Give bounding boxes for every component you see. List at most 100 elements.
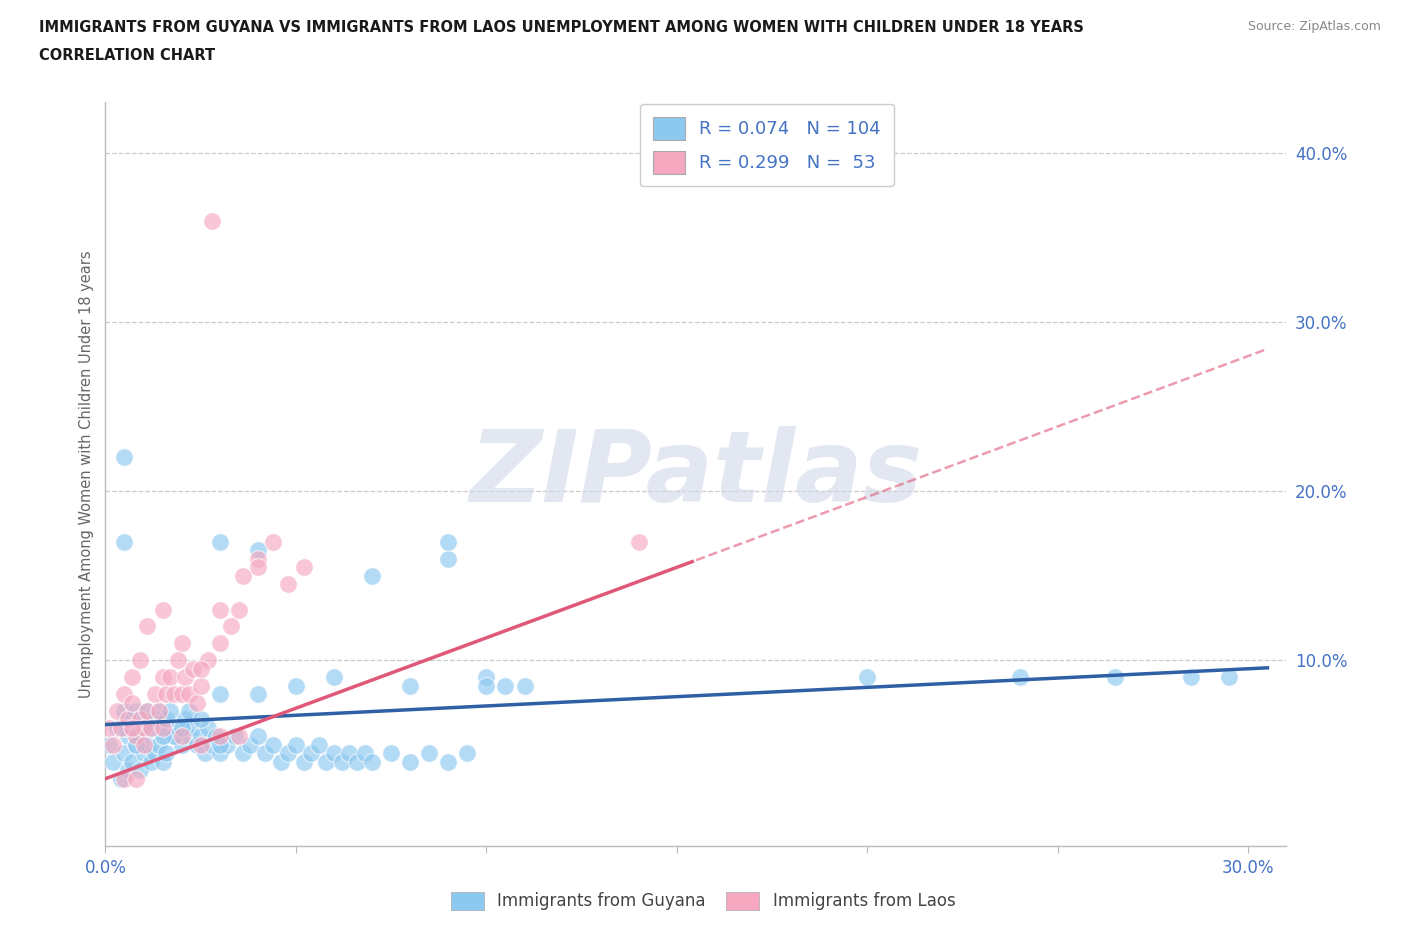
Point — [181, 721, 204, 736]
Point — [186, 695, 208, 710]
Point — [114, 721, 136, 736]
Point — [98, 721, 121, 736]
Point — [132, 721, 155, 736]
Point — [228, 729, 250, 744]
Point — [190, 712, 212, 727]
Point — [208, 737, 231, 752]
Point — [148, 704, 170, 719]
Point — [136, 737, 159, 752]
Point — [208, 686, 231, 701]
Point — [117, 712, 139, 727]
Point — [353, 746, 375, 761]
Point — [132, 721, 155, 736]
Point — [418, 746, 440, 761]
Point — [1104, 670, 1126, 684]
Point — [170, 636, 193, 651]
Point — [125, 737, 148, 752]
Point — [246, 543, 269, 558]
Point — [110, 721, 132, 736]
Point — [110, 771, 132, 786]
Point — [292, 754, 315, 769]
Point — [125, 729, 148, 744]
Point — [152, 729, 174, 744]
Point — [136, 619, 159, 634]
Legend: Immigrants from Guyana, Immigrants from Laos: Immigrants from Guyana, Immigrants from … — [444, 885, 962, 917]
Point — [152, 602, 174, 617]
Point — [277, 746, 299, 761]
Point — [361, 568, 384, 583]
Text: IMMIGRANTS FROM GUYANA VS IMMIGRANTS FROM LAOS UNEMPLOYMENT AMONG WOMEN WITH CHI: IMMIGRANTS FROM GUYANA VS IMMIGRANTS FRO… — [39, 20, 1084, 35]
Point — [166, 653, 188, 668]
Point — [262, 535, 284, 550]
Point — [232, 746, 254, 761]
Point — [254, 746, 277, 761]
Point — [495, 678, 517, 693]
Point — [190, 661, 212, 676]
Point — [114, 686, 136, 701]
Point — [197, 721, 219, 736]
Point — [155, 712, 177, 727]
Point — [208, 729, 231, 744]
Point — [475, 678, 498, 693]
Point — [179, 729, 201, 744]
Point — [284, 678, 307, 693]
Point — [224, 729, 246, 744]
Point — [101, 754, 124, 769]
Point — [170, 686, 193, 701]
Point — [121, 712, 143, 727]
Point — [136, 704, 159, 719]
Point — [323, 746, 346, 761]
Point — [208, 746, 231, 761]
Point — [437, 551, 460, 566]
Point — [141, 721, 163, 736]
Point — [246, 686, 269, 701]
Point — [399, 678, 422, 693]
Point — [1180, 670, 1202, 684]
Point — [148, 737, 170, 752]
Point — [152, 670, 174, 684]
Point — [270, 754, 292, 769]
Point — [128, 729, 150, 744]
Point — [361, 754, 384, 769]
Point — [277, 577, 299, 591]
Point — [117, 729, 139, 744]
Point — [190, 737, 212, 752]
Point — [315, 754, 337, 769]
Text: CORRELATION CHART: CORRELATION CHART — [39, 48, 215, 63]
Point — [292, 560, 315, 575]
Point — [152, 721, 174, 736]
Point — [170, 729, 193, 744]
Point — [205, 729, 228, 744]
Point — [159, 704, 181, 719]
Point — [284, 737, 307, 752]
Point — [152, 721, 174, 736]
Point — [181, 661, 204, 676]
Point — [121, 695, 143, 710]
Legend: R = 0.074   N = 104, R = 0.299   N =  53: R = 0.074 N = 104, R = 0.299 N = 53 — [640, 104, 894, 186]
Point — [148, 704, 170, 719]
Point — [163, 686, 186, 701]
Point — [121, 721, 143, 736]
Point — [98, 737, 121, 752]
Point — [125, 704, 148, 719]
Point — [155, 686, 177, 701]
Point — [197, 653, 219, 668]
Point — [101, 737, 124, 752]
Y-axis label: Unemployment Among Women with Children Under 18 years: Unemployment Among Women with Children U… — [79, 250, 94, 698]
Point — [190, 678, 212, 693]
Point — [330, 754, 353, 769]
Point — [105, 721, 128, 736]
Point — [228, 602, 250, 617]
Point — [246, 729, 269, 744]
Point — [201, 213, 224, 228]
Point — [217, 737, 239, 752]
Point — [186, 737, 208, 752]
Point — [219, 619, 242, 634]
Point — [159, 670, 181, 684]
Point — [132, 737, 155, 752]
Point — [125, 737, 148, 752]
Point — [475, 670, 498, 684]
Point — [437, 754, 460, 769]
Point — [143, 686, 166, 701]
Point — [179, 686, 201, 701]
